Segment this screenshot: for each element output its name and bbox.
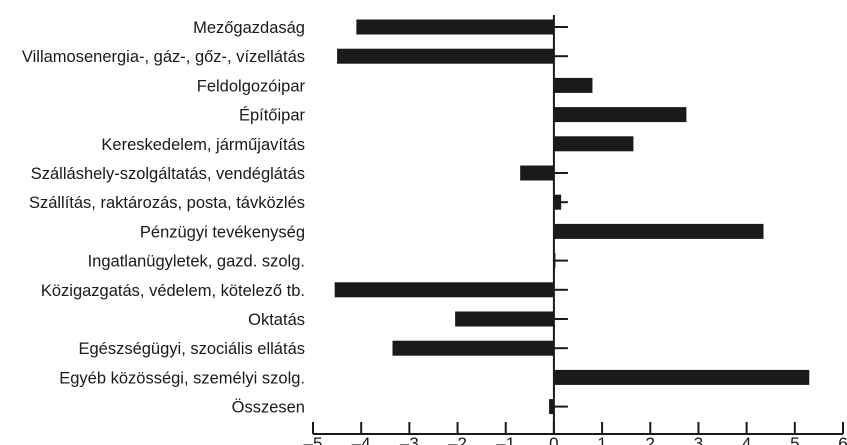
bar bbox=[337, 48, 554, 64]
x-tick-label: –2 bbox=[448, 434, 467, 445]
x-axis: –5 –4 –3 –2 –1 0 1 2 3 4 5 6 bbox=[304, 422, 847, 445]
x-tick-label: 2 bbox=[646, 434, 655, 445]
x-tick-label: 4 bbox=[742, 434, 751, 445]
category-label: Mezőgazdaság bbox=[193, 19, 305, 37]
category-labels: Mezőgazdaság Villamosenergia-, gáz-, gőz-… bbox=[22, 19, 306, 417]
bars bbox=[334, 19, 810, 415]
category-label: Közigazgatás, védelem, kötelező tb. bbox=[41, 282, 305, 300]
bar bbox=[553, 136, 634, 152]
bar bbox=[553, 223, 764, 239]
category-label: Ingatlanügyletek, gazd. szolg. bbox=[88, 253, 305, 271]
x-tick-label: –1 bbox=[496, 434, 515, 445]
category-label: Pénzügyi tevékenység bbox=[140, 223, 305, 241]
x-tick-label: 6 bbox=[838, 434, 847, 445]
bar bbox=[334, 282, 554, 298]
category-label: Feldolgozóipar bbox=[197, 77, 306, 95]
x-tick-label: 5 bbox=[790, 434, 799, 445]
category-label: Építőipar bbox=[239, 106, 306, 125]
category-label: Kereskedelem, járműjavítás bbox=[101, 136, 305, 154]
x-tick-label: –5 bbox=[304, 434, 323, 445]
category-label: Villamosenergia-, gáz-, gőz-, vízellátás bbox=[22, 48, 305, 66]
bar bbox=[520, 165, 554, 181]
category-label: Egyéb közösségi, személyi szolg. bbox=[59, 369, 305, 387]
x-tick-label: 1 bbox=[597, 434, 606, 445]
bar bbox=[392, 340, 554, 356]
zero-axis bbox=[552, 15, 568, 434]
bar bbox=[553, 369, 810, 385]
bar bbox=[553, 107, 687, 123]
bar bbox=[455, 311, 554, 327]
x-tick-label: –4 bbox=[352, 434, 371, 445]
category-label: Szálláshely-szolgáltatás, vendéglátás bbox=[31, 165, 305, 183]
category-label: Összesen bbox=[232, 399, 305, 417]
x-tick-label: 0 bbox=[549, 434, 558, 445]
x-tick-label: –3 bbox=[400, 434, 419, 445]
bar bbox=[549, 399, 554, 415]
category-label: Szállítás, raktározás, posta, távközlés bbox=[29, 194, 305, 212]
category-label: Egészségügyi, szociális ellátás bbox=[78, 340, 305, 358]
x-tick-label: 3 bbox=[694, 434, 703, 445]
bar bbox=[356, 19, 554, 35]
category-label: Oktatás bbox=[248, 311, 305, 329]
bar bbox=[553, 77, 593, 93]
